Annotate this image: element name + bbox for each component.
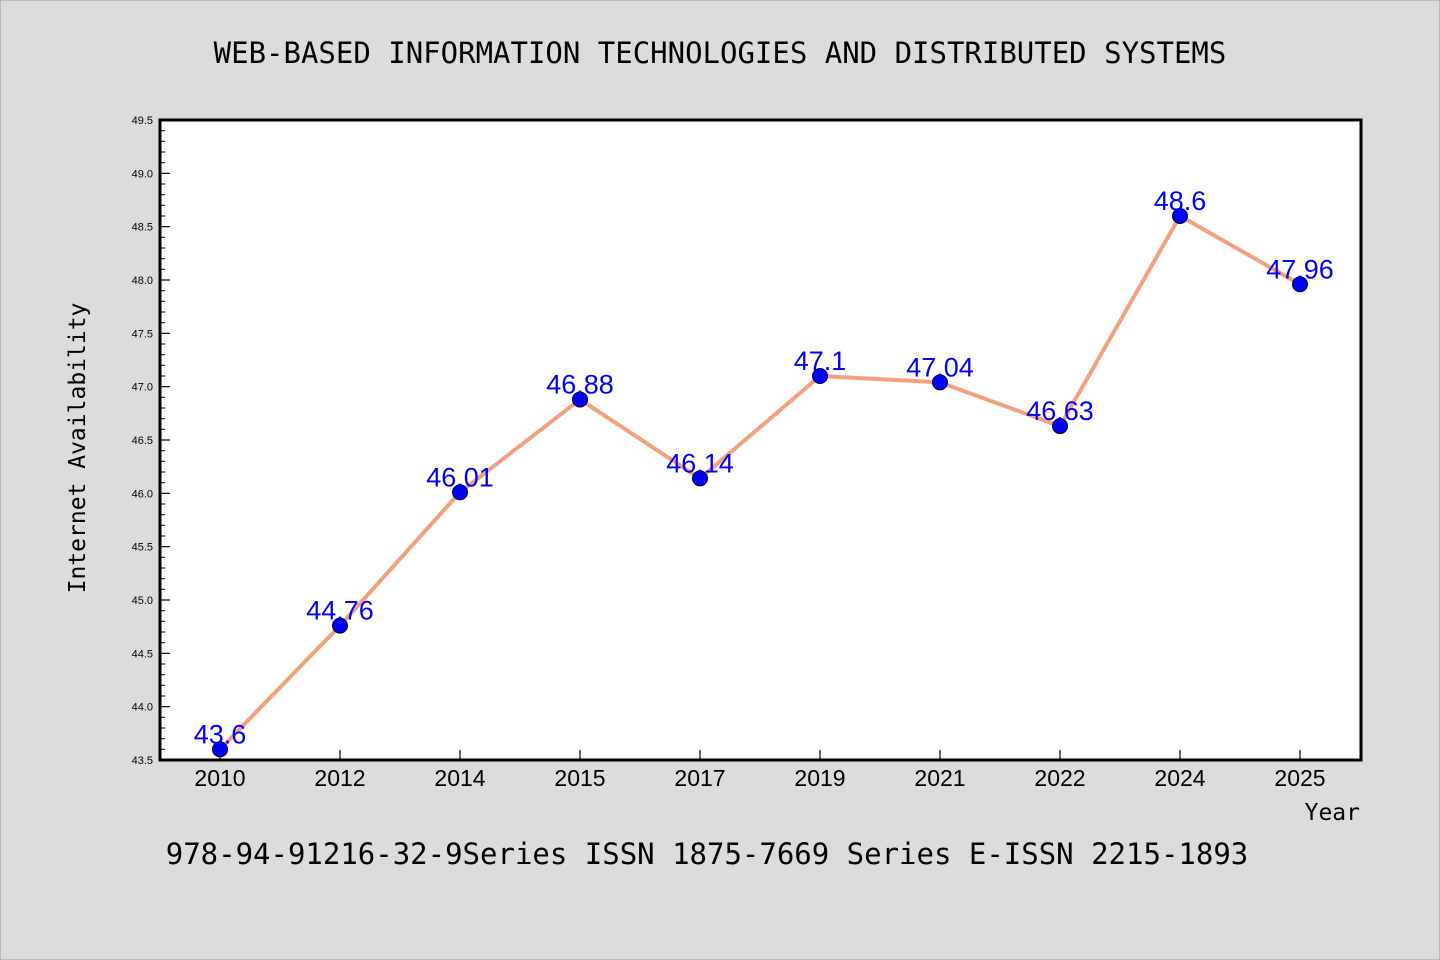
plot-area	[158, 118, 1363, 762]
y-tick-label: 49.0	[132, 168, 153, 180]
x-tick-label: 2017	[674, 765, 725, 791]
data-label: 44.76	[306, 596, 374, 626]
y-tick-label: 48.5	[132, 222, 153, 234]
y-tick-label: 44.0	[132, 702, 153, 714]
x-tick-label: 2012	[314, 765, 365, 791]
data-point	[812, 368, 828, 384]
data-label: 46.14	[666, 448, 734, 478]
y-tick-label: 43.5	[132, 755, 153, 767]
x-tick-label: 2024	[1154, 765, 1205, 791]
y-tick-label: 49.5	[132, 115, 153, 127]
data-point	[212, 741, 228, 758]
data-point	[332, 617, 348, 634]
x-tick-label: 2015	[554, 765, 605, 791]
data-point	[692, 470, 708, 487]
data-label: 46.01	[426, 462, 494, 492]
y-tick-label: 46.5	[132, 435, 153, 447]
x-tick-label: 2021	[914, 765, 965, 791]
y-tick-label: 48.0	[132, 275, 153, 287]
data-label: 48.6	[1154, 186, 1207, 216]
data-point	[932, 374, 948, 391]
x-tick-label: 2010	[194, 765, 245, 791]
y-tick-label: 47.5	[132, 328, 153, 340]
data-point	[1052, 418, 1068, 435]
data-label: 47.04	[906, 352, 974, 382]
x-axis-label: Year	[1305, 800, 1360, 826]
x-tick-label: 2019	[794, 765, 845, 791]
y-tick-label: 45.0	[132, 595, 153, 607]
data-point	[452, 484, 468, 501]
data-label: 46.63	[1026, 396, 1094, 426]
y-tick-label: 46.0	[132, 488, 153, 500]
data-label: 47.1	[794, 346, 847, 376]
data-point	[1172, 208, 1188, 224]
y-tick-label: 47.0	[132, 382, 153, 394]
series-group: 43.6 44.76 46.01 46.88 46.14 47.1 47.04 46.63 48…	[194, 186, 1334, 758]
data-label: 46.88	[546, 369, 614, 399]
y-axis: 43.5 44.0 44.5 45.0 45.5 46.0 46.5 47.0 47.5 48.0…	[132, 115, 170, 767]
y-tick-label: 45.5	[132, 542, 153, 554]
data-point	[1292, 276, 1308, 293]
data-point	[572, 391, 588, 408]
data-label: 47.96	[1266, 254, 1334, 284]
footer-isbn-text: 978-94-91216-32-9Series ISSN 1875-7669 S…	[166, 837, 1249, 871]
y-tick-label: 44.5	[132, 648, 153, 660]
x-tick-label: 2025	[1274, 765, 1325, 791]
x-tick-label: 2022	[1034, 765, 1085, 791]
chart-title: WEB-BASED INFORMATION TECHNOLOGIES AND D…	[214, 36, 1227, 70]
x-axis: 2010 2012 2014 2015 2017 2019 2021 2022 2024 2025	[194, 750, 1326, 791]
x-tick-label: 2014	[434, 765, 485, 791]
series-line	[218, 214, 1302, 752]
y-axis-label: Internet Availability	[65, 303, 91, 594]
data-label: 43.6	[194, 719, 247, 749]
